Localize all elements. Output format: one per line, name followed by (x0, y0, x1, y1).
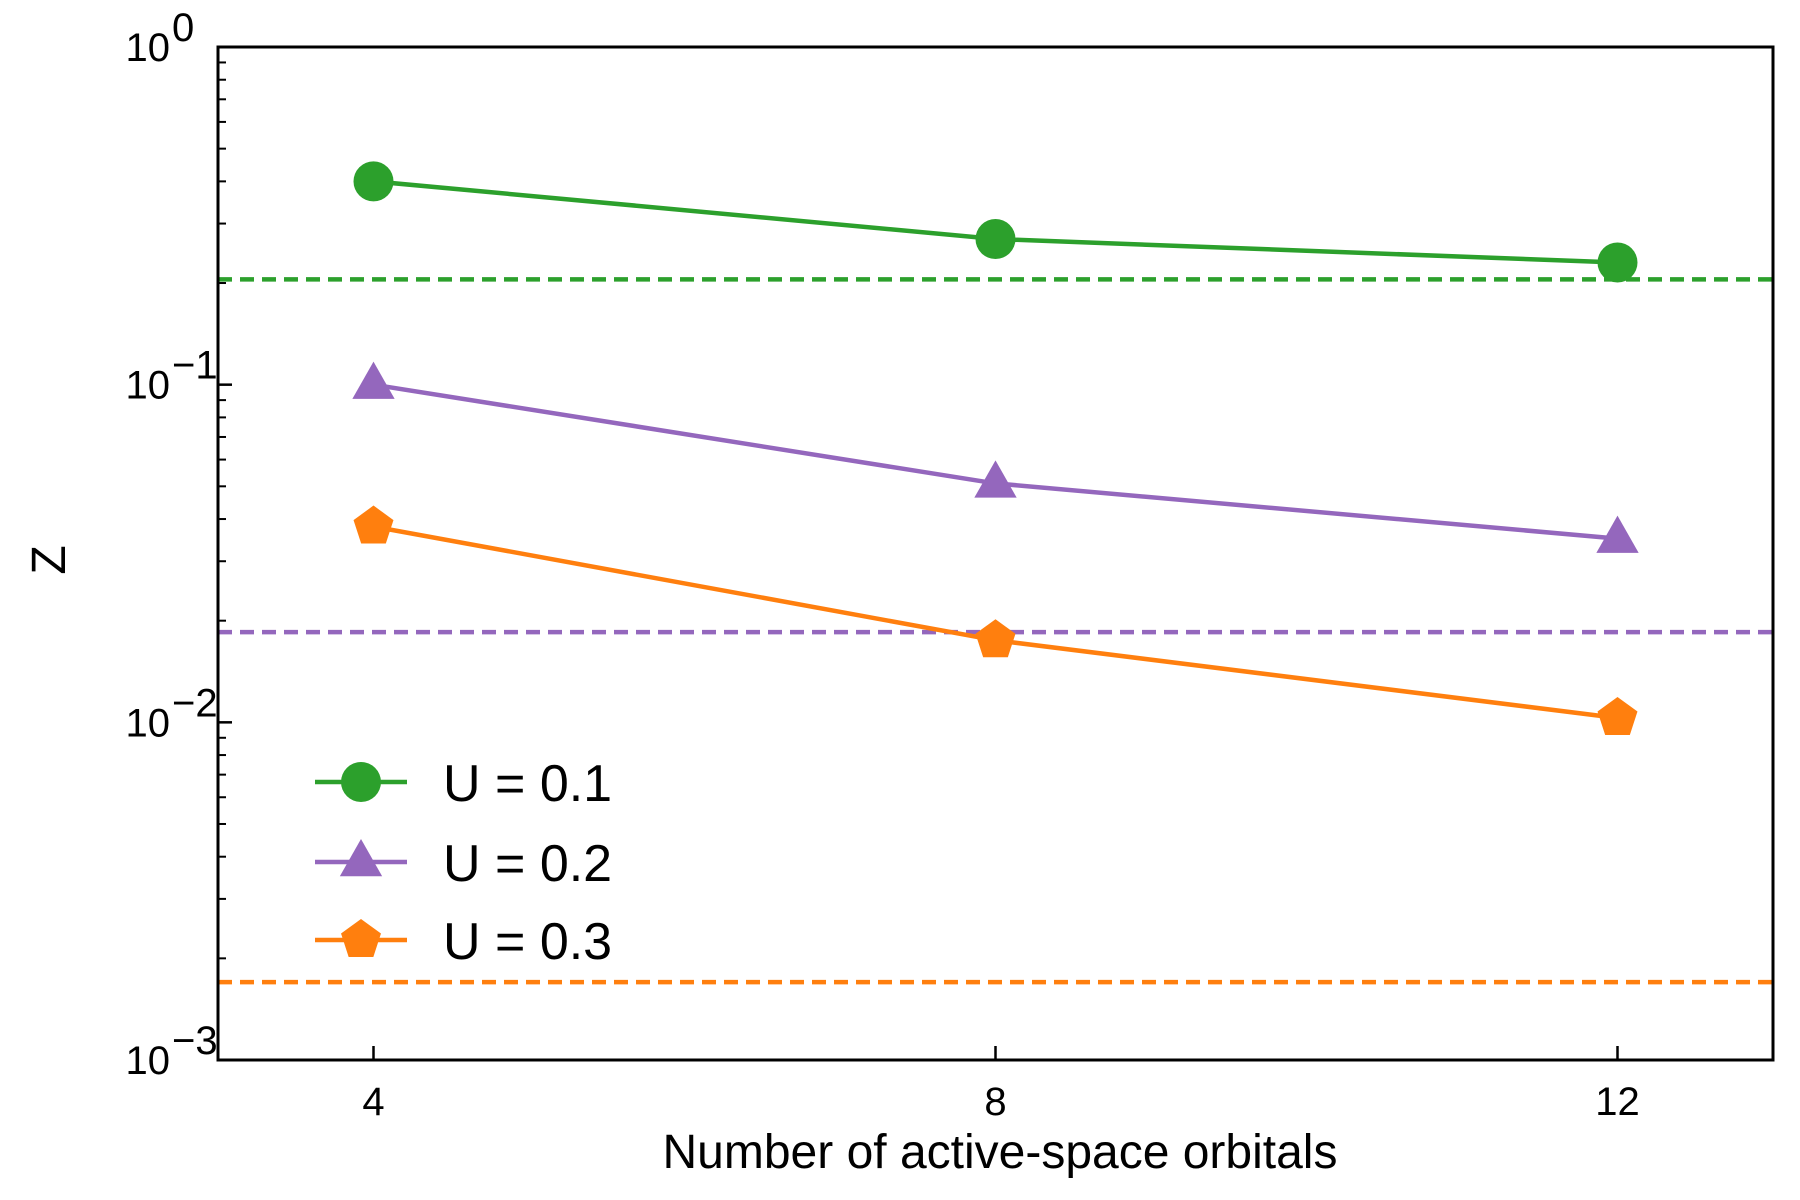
legend-marker-1 (341, 762, 381, 802)
series-1-point-2 (975, 219, 1016, 260)
series-1-point-3 (1597, 242, 1638, 283)
x-tick-label-2: 8 (984, 1080, 1006, 1124)
y-tick-label-2: 10 (126, 364, 171, 408)
legend-label-2: U = 0.2 (443, 835, 612, 893)
y-tick-exponent-3: −2 (172, 681, 218, 725)
y-axis-label: Z (23, 545, 76, 574)
series-2-point-1 (352, 361, 395, 399)
y-tick-exponent-1: 0 (172, 6, 194, 50)
y-tick-exponent-4: −3 (172, 1019, 218, 1063)
series-1-point-1 (353, 161, 394, 202)
x-tick-label-1: 4 (362, 1080, 384, 1124)
y-tick-label-4: 10 (126, 1039, 171, 1083)
series-2-point-2 (974, 460, 1017, 498)
y-tick-label-3: 10 (126, 701, 171, 745)
series-3-point-1 (353, 505, 394, 544)
x-tick-label-3: 12 (1595, 1080, 1640, 1124)
x-axis-label: Number of active-space orbitals (663, 1126, 1338, 1179)
y-tick-exponent-2: −1 (172, 344, 218, 388)
legend-marker-2 (339, 839, 383, 877)
plot-frame (216, 45, 1775, 1062)
legend-marker-3 (341, 919, 381, 957)
legend: U = 0.1 U = 0.2 U = 0.3 (315, 755, 612, 971)
legend-label-1: U = 0.1 (443, 755, 612, 813)
legend-label-3: U = 0.3 (443, 913, 612, 971)
series-3-point-3 (1597, 696, 1638, 735)
series-3-point-2 (975, 619, 1016, 658)
series-markers (352, 161, 1639, 735)
axes (216, 45, 1775, 1062)
series-2-point-3 (1596, 515, 1639, 553)
y-tick-label-1: 10 (126, 26, 171, 70)
